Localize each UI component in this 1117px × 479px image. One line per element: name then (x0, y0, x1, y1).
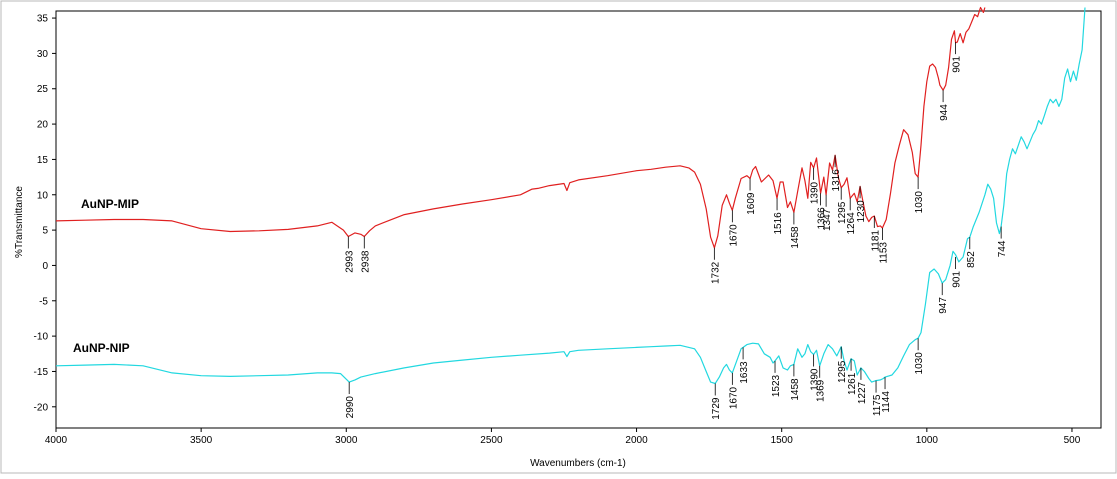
peak-label-nip: 1729 (711, 397, 722, 420)
y-tick-label: 35 (37, 14, 49, 25)
peak-label-nip: 1390 (810, 368, 821, 391)
x-tick-label: 3500 (190, 435, 213, 446)
peak-label-mip: 1153 (878, 242, 889, 264)
y-tick-label: 5 (42, 226, 48, 237)
peak-label-mip: 1670 (728, 224, 739, 247)
y-tick-label: -15 (34, 367, 49, 378)
y-tick-label: 15 (37, 155, 49, 166)
peak-label-mip: 1264 (846, 212, 857, 235)
y-tick-label: -10 (34, 332, 49, 343)
peak-label-nip: 1523 (771, 374, 782, 397)
series-label-nip: AuNP-NIP (73, 341, 130, 355)
peak-label-mip: 1516 (773, 212, 784, 235)
peak-label-mip: 1609 (746, 192, 757, 215)
peak-label-nip: 1458 (790, 378, 801, 401)
y-tick-label: 30 (37, 49, 49, 60)
peak-label-nip: 947 (938, 297, 949, 314)
peak-label-nip: 744 (997, 240, 1008, 257)
y-tick-label: 20 (37, 120, 49, 131)
peak-label-mip: 2993 (344, 250, 355, 273)
y-tick-label: 10 (37, 190, 49, 201)
x-tick-label: 3000 (335, 435, 358, 446)
x-tick-label: 2500 (480, 435, 503, 446)
peak-label-mip: 1030 (914, 191, 925, 214)
peak-label-nip: 1261 (847, 372, 858, 395)
peak-label-mip: 2938 (360, 250, 371, 273)
y-tick-label: -5 (39, 296, 48, 307)
peak-label-nip: 1295 (837, 360, 848, 383)
series-line-nip (55, 7, 1086, 385)
x-tick-label: 2000 (625, 435, 648, 446)
axis-ticks: 4000 3500 3000 2500 2000 1500 1000 500 35 30 25 20 1… (34, 14, 1081, 446)
peak-label-nip: 1144 (881, 391, 892, 413)
peak-label-nip: 901 (952, 271, 963, 288)
peak-label-mip: 1230 (856, 200, 867, 223)
peak-label-nip: 1030 (914, 352, 925, 375)
peak-label-nip: 1175 (872, 394, 883, 416)
peak-label-nip: 1227 (857, 381, 868, 404)
peak-label-mip: 1732 (710, 261, 721, 284)
x-axis-title: Wavenumbers (cm-1) (530, 458, 626, 469)
peak-label-nip: 1633 (739, 361, 750, 384)
peak-label-mip: 1347 (822, 208, 833, 231)
series-lines (55, 6, 1086, 385)
peak-label-nip: 852 (966, 251, 977, 268)
peak-label-nip: 1369 (816, 379, 827, 402)
peak-label-mip: 1316 (831, 169, 842, 192)
y-tick-label: 25 (37, 84, 49, 95)
peak-label-mip: 1181 (870, 230, 881, 252)
peak-annotations: 2993 2938 1732 1670 1609 1516 1458 1390 13661347… (344, 42, 1008, 420)
series-label-mip: AuNP-MIP (81, 197, 139, 211)
peak-label-nip: 2990 (345, 396, 356, 419)
peak-label-mip: 1295 (837, 201, 848, 224)
y-tick-label: 0 (42, 261, 48, 272)
y-axis-title: %Transmittance (14, 186, 25, 258)
series-line-mip (55, 6, 986, 249)
x-tick-label: 1500 (771, 435, 794, 446)
peak-label-mip: 1458 (790, 226, 801, 249)
peak-label-mip: 901 (952, 56, 963, 73)
peak-label-mip: 944 (939, 104, 950, 121)
peak-label-mip: 1366 (817, 207, 828, 230)
plot-area (55, 10, 1102, 429)
y-tick-label: -20 (34, 402, 49, 413)
peak-label-nip: 1670 (728, 386, 739, 409)
x-tick-label: 1000 (916, 435, 939, 446)
peak-label-mip: 1390 (810, 181, 821, 204)
x-tick-label: 500 (1064, 435, 1081, 446)
x-tick-label: 4000 (45, 435, 68, 446)
